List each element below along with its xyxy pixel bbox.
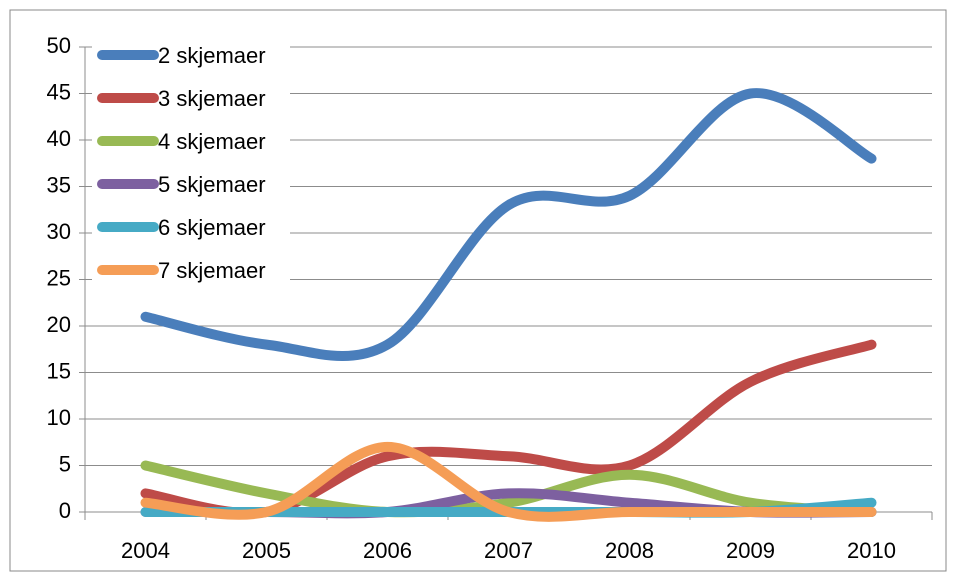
x-tick-label: 2008: [605, 538, 654, 563]
series-line: [140, 441, 877, 522]
y-tick-label: 5: [59, 451, 71, 476]
y-tick-label: 40: [47, 126, 71, 151]
x-tick-label: 2005: [242, 538, 291, 563]
legend-label: 4 skjemaer: [158, 129, 266, 154]
y-tick-label: 10: [47, 405, 71, 430]
y-tick-label: 25: [47, 265, 71, 290]
y-tick-label: 20: [47, 312, 71, 337]
x-tick-label: 2009: [726, 538, 775, 563]
y-tick-label: 0: [59, 498, 71, 523]
x-tick-label: 2006: [363, 538, 412, 563]
y-tick-label: 50: [47, 33, 71, 58]
x-tick-label: 2010: [847, 538, 896, 563]
legend-label: 7 skjemaer: [158, 258, 266, 283]
x-tick-label: 2004: [121, 538, 170, 563]
x-tick-label: 2007: [484, 538, 533, 563]
series-line: [140, 88, 877, 361]
y-tick-label: 35: [47, 172, 71, 197]
y-tick-label: 30: [47, 219, 71, 244]
legend-label: 6 skjemaer: [158, 215, 266, 240]
y-tick-label: 15: [47, 358, 71, 383]
legend-label: 2 skjemaer: [158, 43, 266, 68]
legend-label: 3 skjemaer: [158, 86, 266, 111]
legend-background: [92, 41, 290, 308]
series-line: [140, 460, 877, 518]
y-tick-label: 45: [47, 79, 71, 104]
legend-label: 5 skjemaer: [158, 172, 266, 197]
